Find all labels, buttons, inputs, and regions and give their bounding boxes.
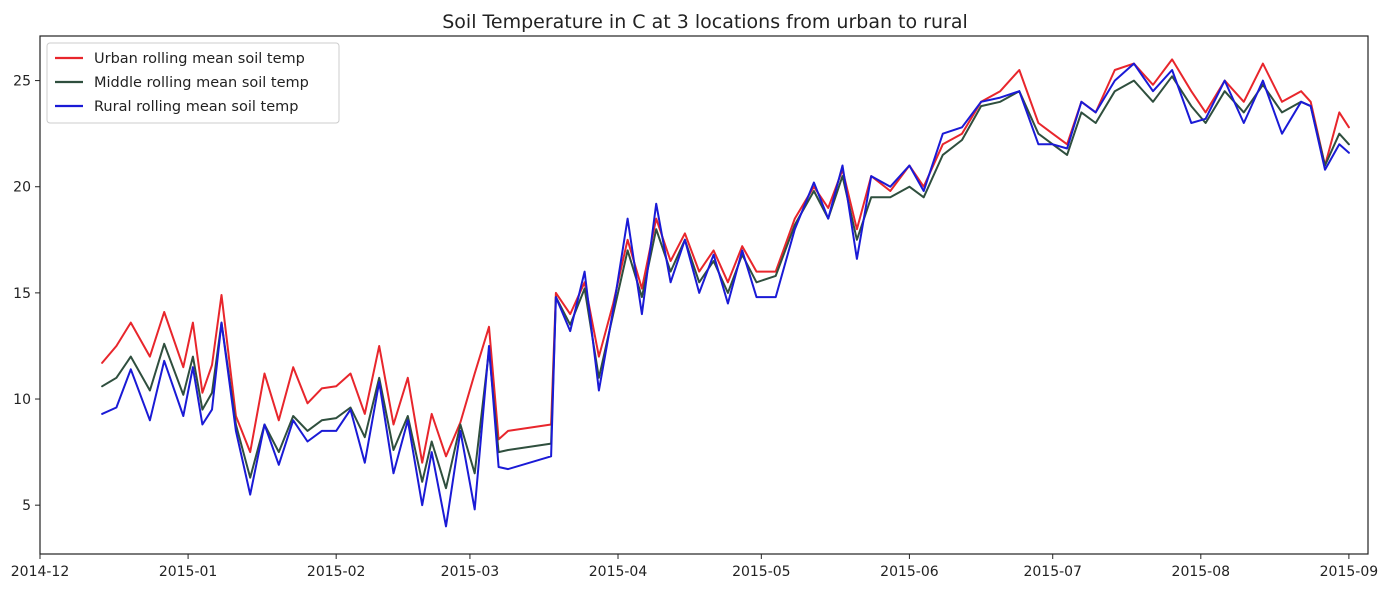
plot-area: [101, 58, 1350, 528]
y-axis: 5 10 15 20 25: [13, 74, 40, 514]
x-tick-label: 2015-04: [589, 564, 648, 580]
series-line-1: [101, 58, 1350, 464]
x-axis: 2014-12 2015-01 2015-02 2015-03 2015-04 2015-…: [11, 554, 1378, 580]
x-tick-label: 2015-08: [1172, 564, 1231, 580]
legend-label-1: Urban rolling mean soil temp: [94, 51, 305, 67]
y-tick-label: 20: [13, 180, 31, 196]
x-tick-label: 2015-07: [1023, 564, 1082, 580]
x-tick-label: 2015-09: [1320, 564, 1379, 580]
x-tick-label: 2015-03: [441, 564, 500, 580]
x-tick-label: 2014-12: [11, 564, 70, 580]
series-line-2: [101, 75, 1350, 490]
x-tick-label: 2015-05: [732, 564, 791, 580]
legend-label-3: Rural rolling mean soil temp: [94, 99, 298, 115]
chart-title: Soil Temperature in C at 3 locations fro…: [442, 11, 968, 33]
x-tick-label: 2015-01: [159, 564, 218, 580]
x-tick-label: 2015-02: [307, 564, 366, 580]
x-tick-label: 2015-06: [880, 564, 939, 580]
y-tick-label: 25: [13, 74, 31, 90]
y-tick-label: 15: [13, 286, 31, 302]
legend-box: [46, 42, 340, 124]
series-line-3: [101, 62, 1350, 528]
legend: Urban rolling mean soil temp Middle rolli…: [46, 42, 340, 124]
legend-label-2: Middle rolling mean soil temp: [94, 75, 309, 91]
y-tick-label: 10: [13, 392, 31, 408]
y-tick-label: 5: [22, 498, 31, 514]
axes-frame: [39, 35, 1369, 555]
